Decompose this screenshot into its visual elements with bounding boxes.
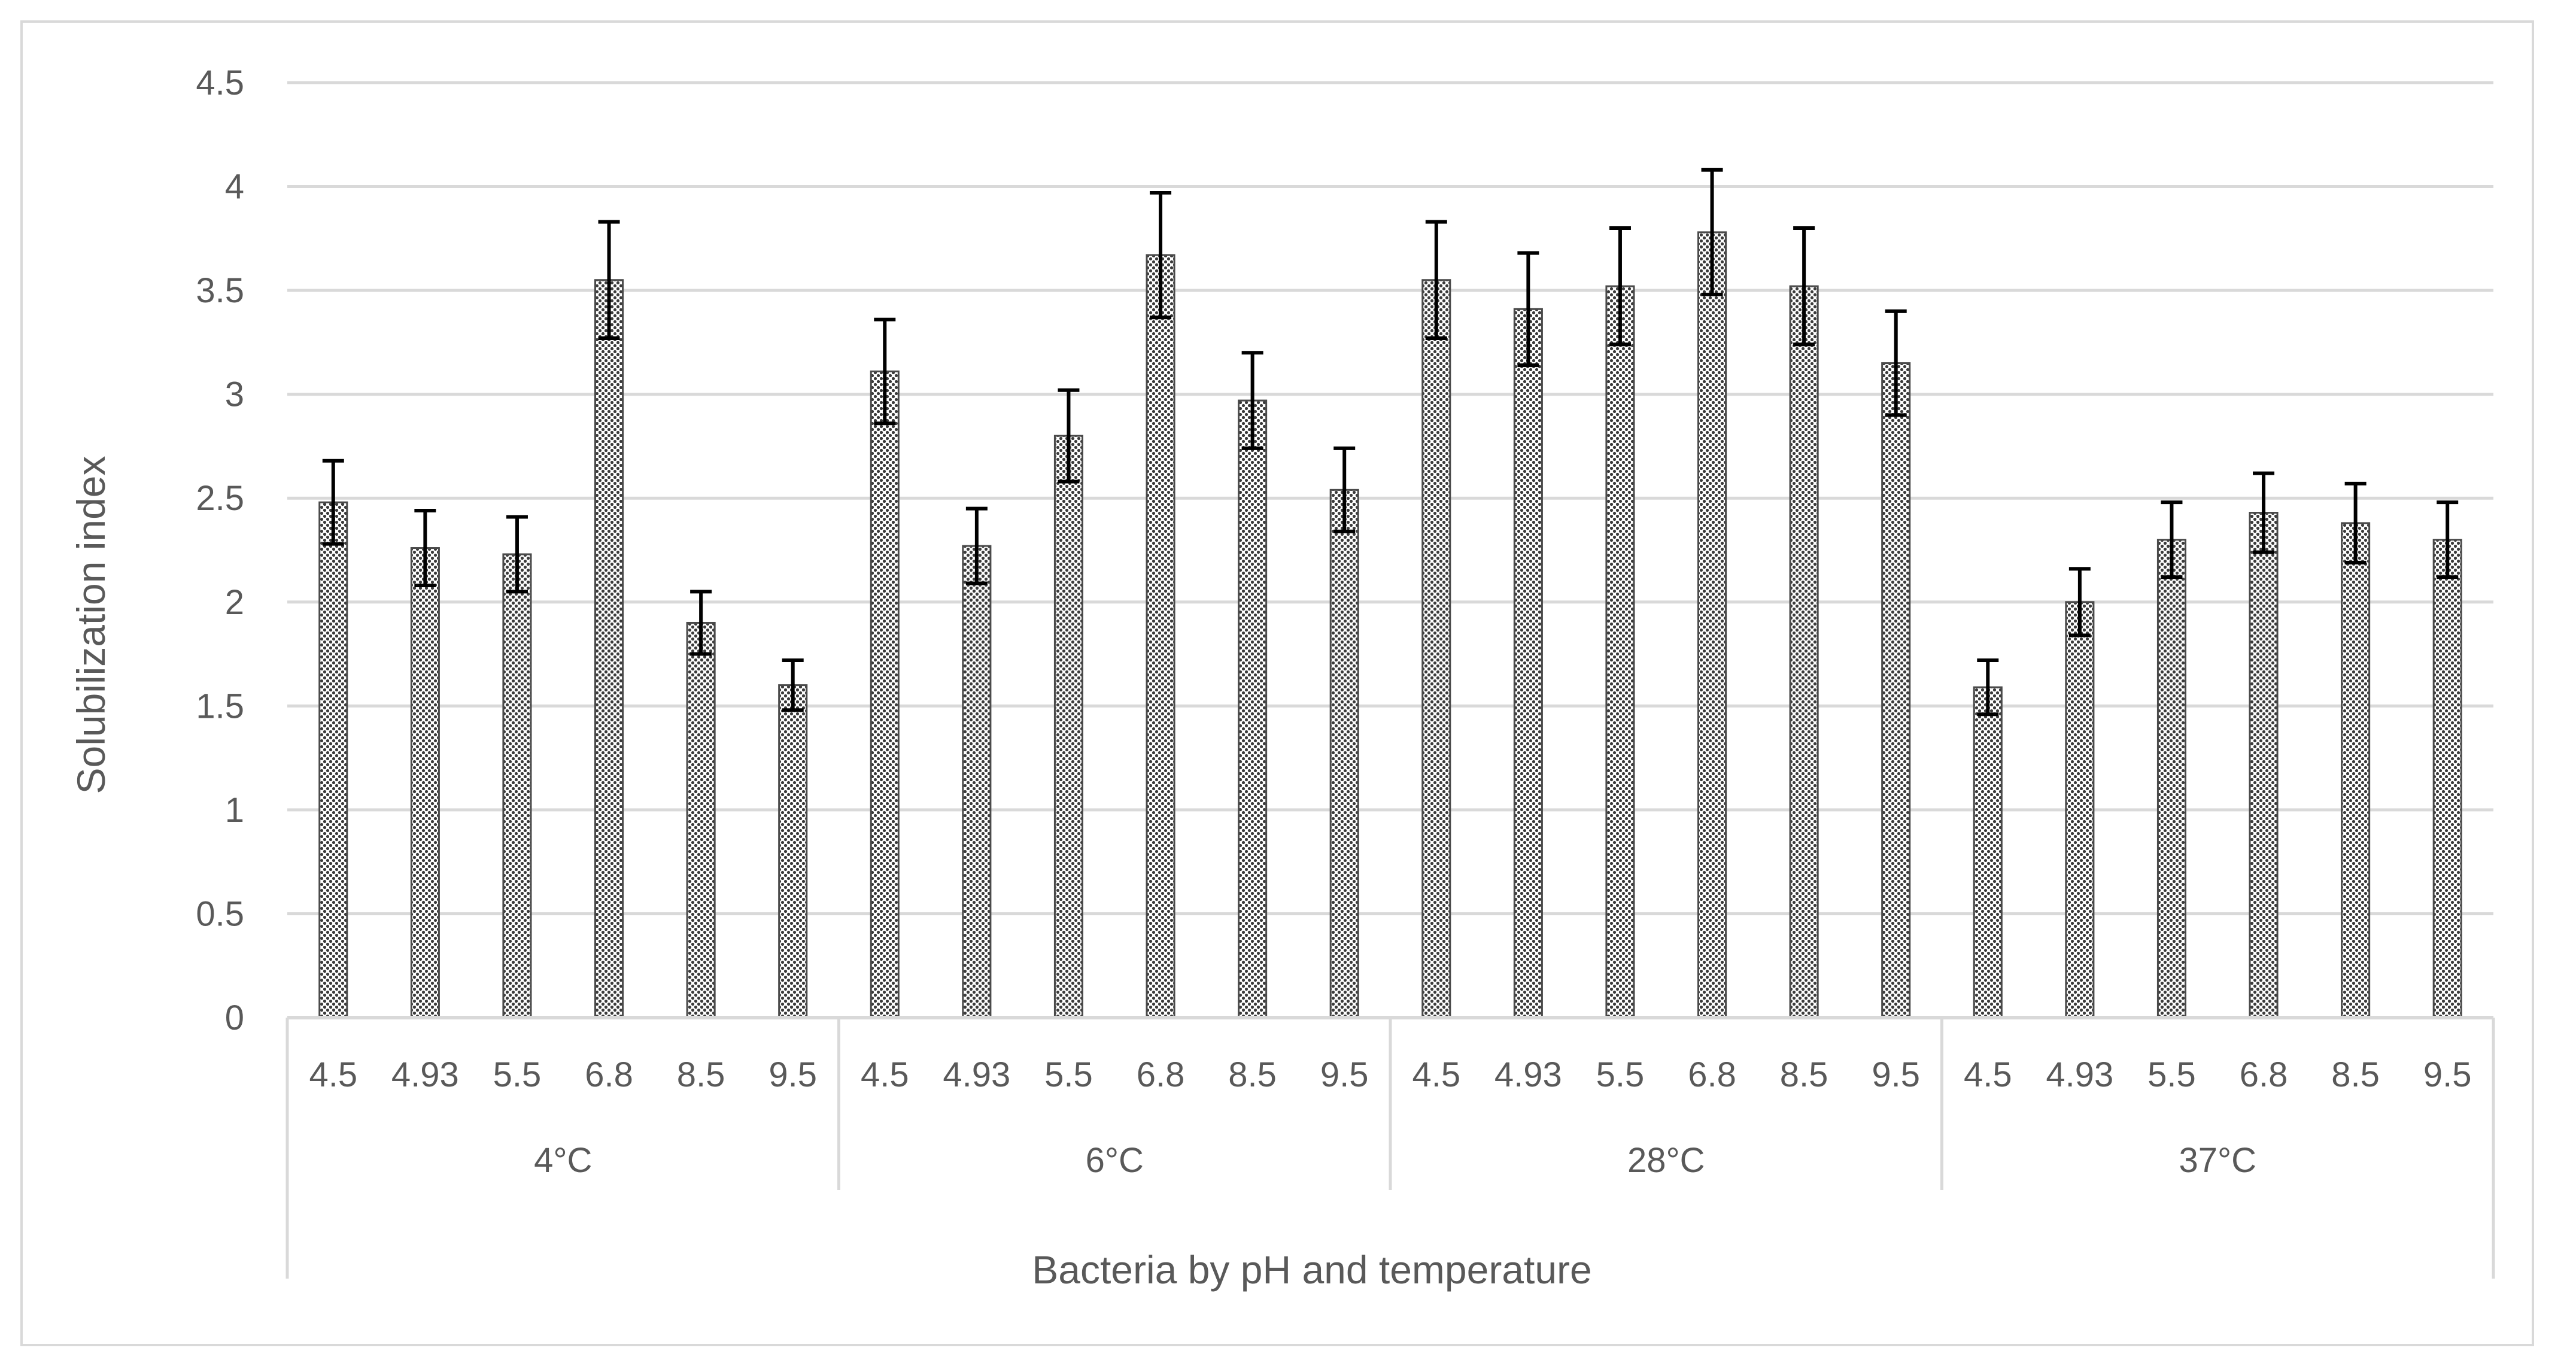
x-tick-label: 4.5 xyxy=(1964,1055,2012,1094)
bar xyxy=(1329,488,1359,1019)
y-axis-ticks: 0 0.5 1 1.5 2 2.5 3 3.5 4 4.5 xyxy=(196,63,244,1037)
bar xyxy=(2156,539,2186,1019)
x-tick-label: 4.5 xyxy=(1412,1055,1460,1094)
x-tick-label: 8.5 xyxy=(1780,1055,1828,1094)
bar xyxy=(1513,308,1543,1019)
bars xyxy=(318,231,2462,1019)
x-tick-label: 4.93 xyxy=(943,1055,1010,1094)
x-tick-label: 4.93 xyxy=(391,1055,459,1094)
x-tick-label: 5.5 xyxy=(1044,1055,1093,1094)
bar xyxy=(2249,512,2279,1019)
x-tick-label: 8.5 xyxy=(2331,1055,2380,1094)
bar xyxy=(1697,231,1727,1019)
x-axis: 4.5 4.93 5.5 6.8 8.5 9.5 4°C 4.5 4.93 5.5 6.8 8.5 9.… xyxy=(285,1016,2495,1279)
bar xyxy=(502,553,532,1019)
x-group-label: 28°C xyxy=(1627,1141,1705,1180)
bar xyxy=(2432,539,2462,1019)
bar xyxy=(962,545,992,1019)
y-tick-label: 3 xyxy=(225,375,244,414)
x-axis-title: Bacteria by pH and temperature xyxy=(1032,1247,1592,1292)
y-tick-label: 3.5 xyxy=(196,271,244,310)
bar xyxy=(594,279,624,1019)
bar xyxy=(2065,601,2095,1019)
x-group-label: 6°C xyxy=(1086,1141,1144,1180)
bar xyxy=(410,547,440,1019)
x-tick-label: 9.5 xyxy=(1320,1055,1369,1094)
y-tick-label: 1 xyxy=(225,791,244,830)
bar xyxy=(2341,522,2371,1019)
y-axis-title: Solubilization index xyxy=(69,456,113,794)
x-tick-label: 4.5 xyxy=(861,1055,909,1094)
x-tick-label: 8.5 xyxy=(677,1055,725,1094)
x-tick-label: 9.5 xyxy=(768,1055,817,1094)
x-tick-label: 8.5 xyxy=(1228,1055,1277,1094)
x-tick-label: 6.8 xyxy=(2240,1055,2288,1094)
x-tick-label: 9.5 xyxy=(1872,1055,1920,1094)
y-tick-label: 2.5 xyxy=(196,479,244,518)
bar xyxy=(318,501,348,1019)
bar xyxy=(778,684,808,1019)
y-tick-label: 4.5 xyxy=(196,63,244,102)
bar xyxy=(1053,435,1083,1019)
y-tick-label: 0 xyxy=(225,998,244,1037)
x-tick-label: 6.8 xyxy=(1688,1055,1736,1094)
y-tick-label: 4 xyxy=(225,168,244,207)
x-tick-label: 5.5 xyxy=(493,1055,542,1094)
bar xyxy=(1605,285,1635,1019)
x-tick-label: 9.5 xyxy=(2423,1055,2472,1094)
x-tick-label: 6.8 xyxy=(1137,1055,1185,1094)
bar xyxy=(686,621,716,1019)
x-tick-label: 6.8 xyxy=(585,1055,633,1094)
y-tick-label: 2 xyxy=(225,583,244,622)
x-group-label: 37°C xyxy=(2179,1141,2256,1180)
bar xyxy=(1238,399,1268,1019)
x-tick-label: 4.5 xyxy=(309,1055,357,1094)
bar xyxy=(1789,285,1819,1019)
y-tick-label: 0.5 xyxy=(196,894,244,933)
x-tick-label: 4.93 xyxy=(1494,1055,1562,1094)
bar xyxy=(870,370,900,1019)
x-group-label: 4°C xyxy=(534,1141,592,1180)
bar xyxy=(1973,686,2003,1019)
x-tick-label: 4.93 xyxy=(2046,1055,2113,1094)
x-tick-label: 5.5 xyxy=(2147,1055,2196,1094)
error-bars xyxy=(322,168,2459,717)
y-tick-label: 1.5 xyxy=(196,687,244,726)
bar xyxy=(1146,254,1175,1019)
x-tick-label: 5.5 xyxy=(1596,1055,1645,1094)
bar xyxy=(1421,279,1451,1019)
bar xyxy=(1881,362,1911,1019)
